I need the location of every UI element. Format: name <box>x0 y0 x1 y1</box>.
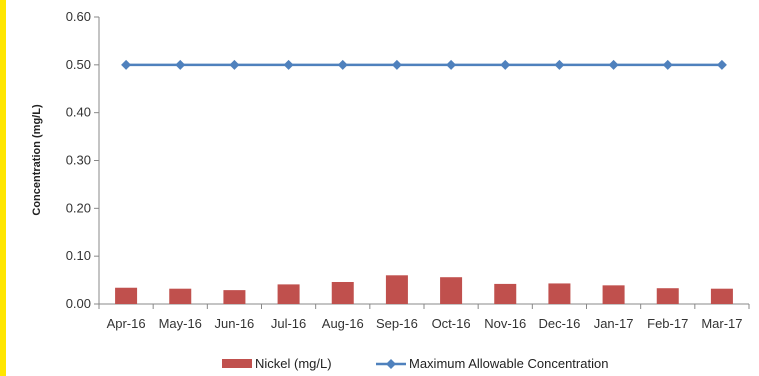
bar-nickel <box>440 277 463 304</box>
bar-nickel <box>169 288 192 304</box>
y-tick-label: 0.00 <box>66 296 91 311</box>
x-tick-label: Jan-17 <box>594 316 634 331</box>
bar-nickel <box>710 288 733 304</box>
max-allowable-point <box>716 59 727 70</box>
max-allowable-point <box>229 59 240 70</box>
legend-label-nickel: Nickel (mg/L) <box>255 356 332 371</box>
max-allowable-point <box>662 59 673 70</box>
line-series-max-allowable <box>121 59 727 70</box>
y-tick-label: 0.10 <box>66 248 91 263</box>
legend-swatch-nickel <box>222 359 252 368</box>
max-allowable-point <box>337 59 348 70</box>
bar-nickel <box>277 284 300 304</box>
x-axis: Apr-16 May-16 Jun-16 Jul-16 Aug-16 Sep-16 Oct-… <box>98 303 750 331</box>
y-tick-label: 0.20 <box>66 200 91 215</box>
y-tick-label: 0.40 <box>66 105 91 120</box>
bar-nickel <box>494 283 517 304</box>
bar-nickel <box>656 288 679 304</box>
max-allowable-point <box>608 59 619 70</box>
x-tick-label: Sep-16 <box>376 316 418 331</box>
bar-nickel <box>548 283 571 304</box>
legend-label-max-allowable: Maximum Allowable Concentration <box>409 356 608 371</box>
x-tick-label: Aug-16 <box>322 316 364 331</box>
x-tick-label: Nov-16 <box>484 316 526 331</box>
max-allowable-point <box>283 59 294 70</box>
x-tick-label: Jun-16 <box>215 316 255 331</box>
bar-nickel <box>115 287 138 304</box>
x-tick-label: Dec-16 <box>538 316 580 331</box>
y-tick-label: 0.60 <box>66 9 91 24</box>
bar-nickel <box>331 281 354 304</box>
x-tick-label: May-16 <box>159 316 202 331</box>
bar-series-nickel <box>115 275 733 304</box>
max-allowable-point <box>391 59 402 70</box>
bar-nickel <box>223 290 246 304</box>
legend-diamond-marker <box>386 359 396 369</box>
left-accent-border <box>0 0 6 376</box>
y-tick-label: 0.30 <box>66 153 91 168</box>
legend: Nickel (mg/L) Maximum Allowable Concentr… <box>222 356 608 371</box>
x-tick-label: Oct-16 <box>432 316 471 331</box>
x-tick-label: Feb-17 <box>647 316 688 331</box>
bar-nickel <box>385 275 408 304</box>
bar-nickel <box>602 285 625 304</box>
max-allowable-point <box>554 59 565 70</box>
x-tick-label: Jul-16 <box>271 316 306 331</box>
x-tick-label: Apr-16 <box>107 316 146 331</box>
y-axis: 0.00 0.10 0.20 0.30 0.40 0.50 0.60 <box>66 9 100 311</box>
max-allowable-point <box>446 59 457 70</box>
y-axis-label: Concentration (mg/L) <box>31 104 43 216</box>
max-allowable-point <box>500 59 511 70</box>
y-tick-label: 0.50 <box>66 57 91 72</box>
max-allowable-point <box>121 59 132 70</box>
x-tick-label: Mar-17 <box>701 316 742 331</box>
max-allowable-point <box>175 59 186 70</box>
